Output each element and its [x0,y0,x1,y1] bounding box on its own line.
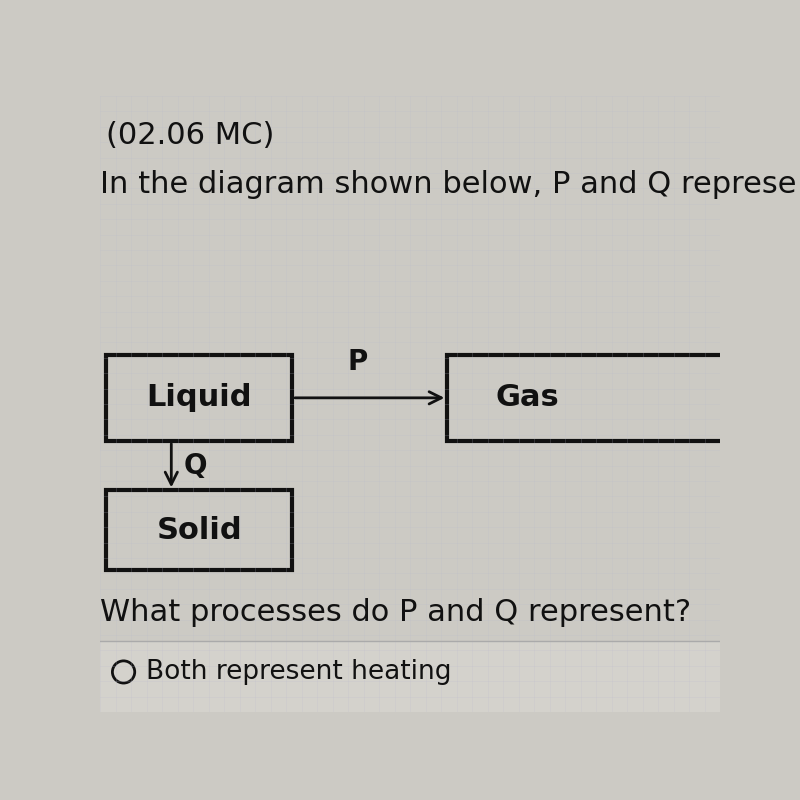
Text: Gas: Gas [496,383,560,412]
Text: In the diagram shown below, P and Q represe: In the diagram shown below, P and Q repr… [100,170,797,199]
Bar [447,354,733,441]
Text: Liquid: Liquid [146,383,252,412]
Text: Both represent heating: Both represent heating [146,659,452,685]
Bar [106,354,292,441]
Bar [106,490,292,570]
Text: Solid: Solid [156,516,242,545]
Text: What processes do P and Q represent?: What processes do P and Q represent? [100,598,691,627]
Text: Q: Q [184,451,207,480]
Text: (02.06 MC): (02.06 MC) [106,121,274,150]
Bar [100,641,720,712]
Text: P: P [347,348,367,376]
